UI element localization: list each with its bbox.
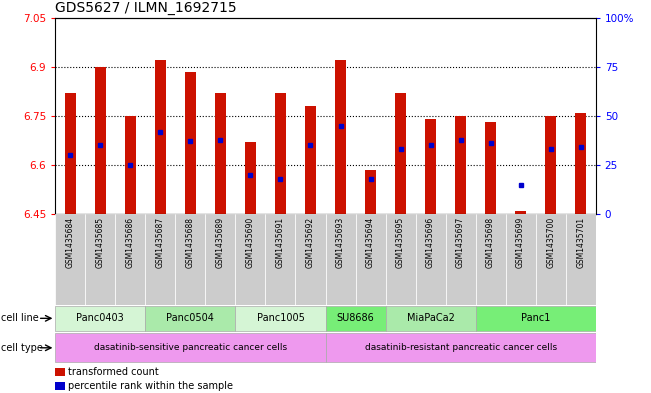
Bar xyxy=(575,113,586,214)
Text: MiaPaCa2: MiaPaCa2 xyxy=(407,313,454,323)
Text: GSM1435690: GSM1435690 xyxy=(246,217,255,268)
Bar xyxy=(185,72,196,214)
Bar xyxy=(335,60,346,214)
Bar xyxy=(55,382,65,390)
Bar xyxy=(125,116,135,214)
Bar xyxy=(296,214,326,305)
Bar xyxy=(566,214,596,305)
Text: GSM1435698: GSM1435698 xyxy=(486,217,495,268)
Bar xyxy=(275,93,286,214)
Text: GSM1435700: GSM1435700 xyxy=(546,217,555,268)
Text: GSM1435689: GSM1435689 xyxy=(216,217,225,268)
Text: Panc0504: Panc0504 xyxy=(167,313,214,323)
Text: Panc1: Panc1 xyxy=(521,313,550,323)
Text: transformed count: transformed count xyxy=(68,367,159,377)
Text: GDS5627 / ILMN_1692715: GDS5627 / ILMN_1692715 xyxy=(55,1,237,15)
Bar xyxy=(395,93,406,214)
Bar xyxy=(55,333,325,362)
Bar xyxy=(266,214,296,305)
Bar xyxy=(546,116,556,214)
Bar xyxy=(326,333,596,362)
Text: GSM1435684: GSM1435684 xyxy=(66,217,75,268)
Bar xyxy=(486,123,496,214)
Text: GSM1435699: GSM1435699 xyxy=(516,217,525,268)
Bar xyxy=(305,106,316,214)
Bar xyxy=(355,214,385,305)
Bar xyxy=(245,142,256,214)
Bar xyxy=(536,214,566,305)
Text: GSM1435697: GSM1435697 xyxy=(456,217,465,268)
Text: GSM1435696: GSM1435696 xyxy=(426,217,435,268)
Bar xyxy=(65,93,76,214)
Text: GSM1435685: GSM1435685 xyxy=(96,217,105,268)
Text: GSM1435695: GSM1435695 xyxy=(396,217,405,268)
Text: GSM1435688: GSM1435688 xyxy=(186,217,195,268)
Bar xyxy=(506,214,536,305)
Text: GSM1435691: GSM1435691 xyxy=(276,217,285,268)
Bar xyxy=(95,67,105,214)
Text: GSM1435692: GSM1435692 xyxy=(306,217,315,268)
Text: SU8686: SU8686 xyxy=(337,313,374,323)
Bar xyxy=(55,306,145,331)
Bar xyxy=(365,170,376,214)
Text: cell type: cell type xyxy=(1,343,42,353)
Text: dasatinib-sensitive pancreatic cancer cells: dasatinib-sensitive pancreatic cancer ce… xyxy=(94,343,287,352)
Text: GSM1435701: GSM1435701 xyxy=(576,217,585,268)
Bar xyxy=(385,214,415,305)
Bar xyxy=(425,119,436,214)
Text: GSM1435687: GSM1435687 xyxy=(156,217,165,268)
Bar xyxy=(516,211,526,214)
Bar xyxy=(206,214,236,305)
Bar xyxy=(455,116,466,214)
Text: percentile rank within the sample: percentile rank within the sample xyxy=(68,381,233,391)
Bar xyxy=(55,368,65,376)
Text: GSM1435686: GSM1435686 xyxy=(126,217,135,268)
Text: Panc1005: Panc1005 xyxy=(256,313,305,323)
Bar xyxy=(236,306,326,331)
Bar xyxy=(145,306,236,331)
Bar xyxy=(326,214,355,305)
Text: dasatinib-resistant pancreatic cancer cells: dasatinib-resistant pancreatic cancer ce… xyxy=(365,343,557,352)
Text: GSM1435694: GSM1435694 xyxy=(366,217,375,268)
Bar xyxy=(215,93,226,214)
Bar xyxy=(236,214,266,305)
Bar xyxy=(326,306,385,331)
Bar xyxy=(445,214,476,305)
Bar xyxy=(85,214,115,305)
Bar xyxy=(115,214,145,305)
Bar xyxy=(476,214,506,305)
Text: Panc0403: Panc0403 xyxy=(76,313,124,323)
Bar xyxy=(476,306,596,331)
Bar xyxy=(415,214,445,305)
Bar xyxy=(175,214,206,305)
Bar xyxy=(385,306,476,331)
Bar xyxy=(55,214,85,305)
Text: cell line: cell line xyxy=(1,313,38,323)
Bar xyxy=(155,60,165,214)
Bar xyxy=(145,214,175,305)
Text: GSM1435693: GSM1435693 xyxy=(336,217,345,268)
